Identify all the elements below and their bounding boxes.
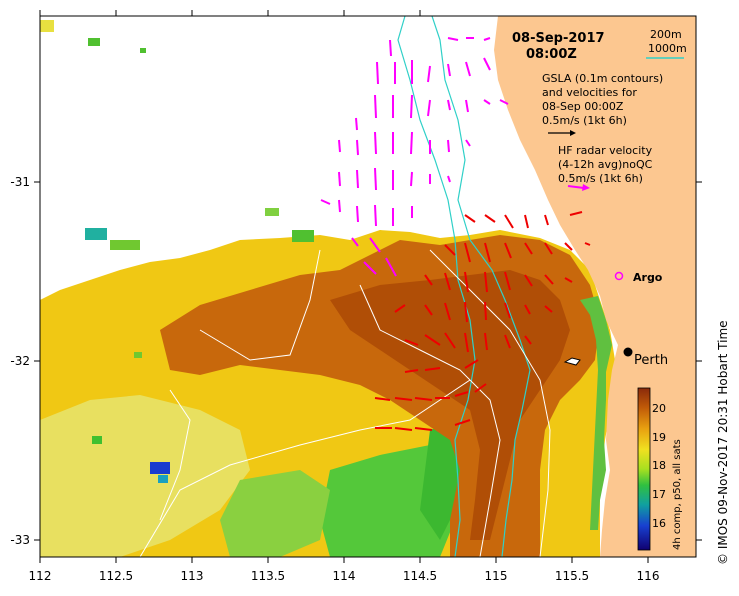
x-tick-label: 114 (333, 569, 356, 583)
colorbar (637, 387, 651, 551)
speck-9 (134, 352, 142, 358)
y-tick-label: -33 (10, 533, 30, 547)
speck-8 (92, 436, 102, 444)
gsla-contour-3 (359, 284, 501, 557)
x-tick-label: 112.5 (99, 569, 133, 583)
x-tick-label: 113 (181, 569, 204, 583)
hf-legend-scale: 0.5m/s (1kt 6h) (558, 172, 643, 185)
hf-legend-line2: (4-12h avg)noQC (558, 158, 653, 171)
imos-credit: © IMOS 09-Nov-2017 20:31 Hobart Time (716, 320, 730, 565)
hf-legend-line1: HF radar velocity (558, 144, 653, 157)
gsla-legend-line3: 08-Sep 00:00Z (542, 100, 624, 113)
perth-label: Perth (634, 353, 668, 368)
x-tick-label: 115 (485, 569, 508, 583)
x-tick-label: 112 (29, 569, 52, 583)
rottnest-island (563, 357, 581, 366)
speck-5 (110, 240, 140, 250)
x-tick-label: 114.5 (403, 569, 437, 583)
x-tick-label: 113.5 (251, 569, 285, 583)
depth-legend-200: 200m (650, 28, 682, 41)
hf-legend-arrowhead (582, 184, 590, 191)
speck-3 (40, 20, 54, 32)
sst-cold-patch (150, 462, 170, 474)
hf-legend-arrow (567, 185, 585, 189)
argo-label: Argo (633, 271, 663, 284)
sst-field-paleyellow (40, 395, 250, 557)
y-tick-label: -32 (10, 354, 30, 368)
plot-frame (39, 15, 697, 558)
sst-field-warm-core (330, 270, 570, 540)
colorbar-title: 4h comp, p50, all sats (672, 439, 683, 550)
map-time: 08:00Z (526, 47, 577, 62)
isobath-200m (431, 16, 531, 557)
sst-field-green-2 (220, 470, 330, 557)
colorbar-tick: 18 (652, 459, 666, 472)
depth-legend-1000: 1000m (648, 42, 687, 55)
y-axis (34, 181, 702, 541)
gsla-contour-4 (429, 249, 551, 557)
colorbar-tick: 16 (652, 517, 666, 530)
sst-field-green-1 (320, 445, 455, 557)
gsla-contour-2 (139, 379, 471, 557)
coastal-strip (580, 296, 612, 530)
speck-1 (88, 38, 100, 46)
colorbar-tick: 20 (652, 402, 666, 415)
isobath-1000m (397, 16, 476, 557)
argo-float-icon (614, 271, 624, 281)
speck-6 (265, 208, 279, 216)
y-tick-label: -31 (10, 175, 30, 189)
gsla-velocity-arrows (374, 211, 591, 431)
gsla-contour-1 (199, 249, 321, 361)
gsla-contour-5 (159, 389, 191, 521)
x-tick-label: 116 (637, 569, 660, 583)
speck-7 (292, 230, 314, 242)
colorbar-tick: 17 (652, 488, 666, 501)
map-date: 08-Sep-2017 (512, 31, 605, 46)
gsla-legend-line2: and velocities for (542, 86, 637, 99)
speck-4 (85, 228, 107, 240)
speck-2 (140, 48, 146, 53)
perth-location-icon (623, 347, 633, 357)
x-axis (39, 10, 649, 563)
gsla-legend-arrowhead (570, 130, 576, 136)
sst-cold-patch-2 (158, 475, 168, 483)
gsla-legend-scale: 0.5m/s (1kt 6h) (542, 114, 627, 127)
gsla-legend-line1: GSLA (0.1m contours) (542, 72, 663, 85)
hf-radar-arrows (320, 37, 509, 277)
x-tick-label: 115.5 (555, 569, 589, 583)
colorbar-tick: 19 (652, 431, 666, 444)
